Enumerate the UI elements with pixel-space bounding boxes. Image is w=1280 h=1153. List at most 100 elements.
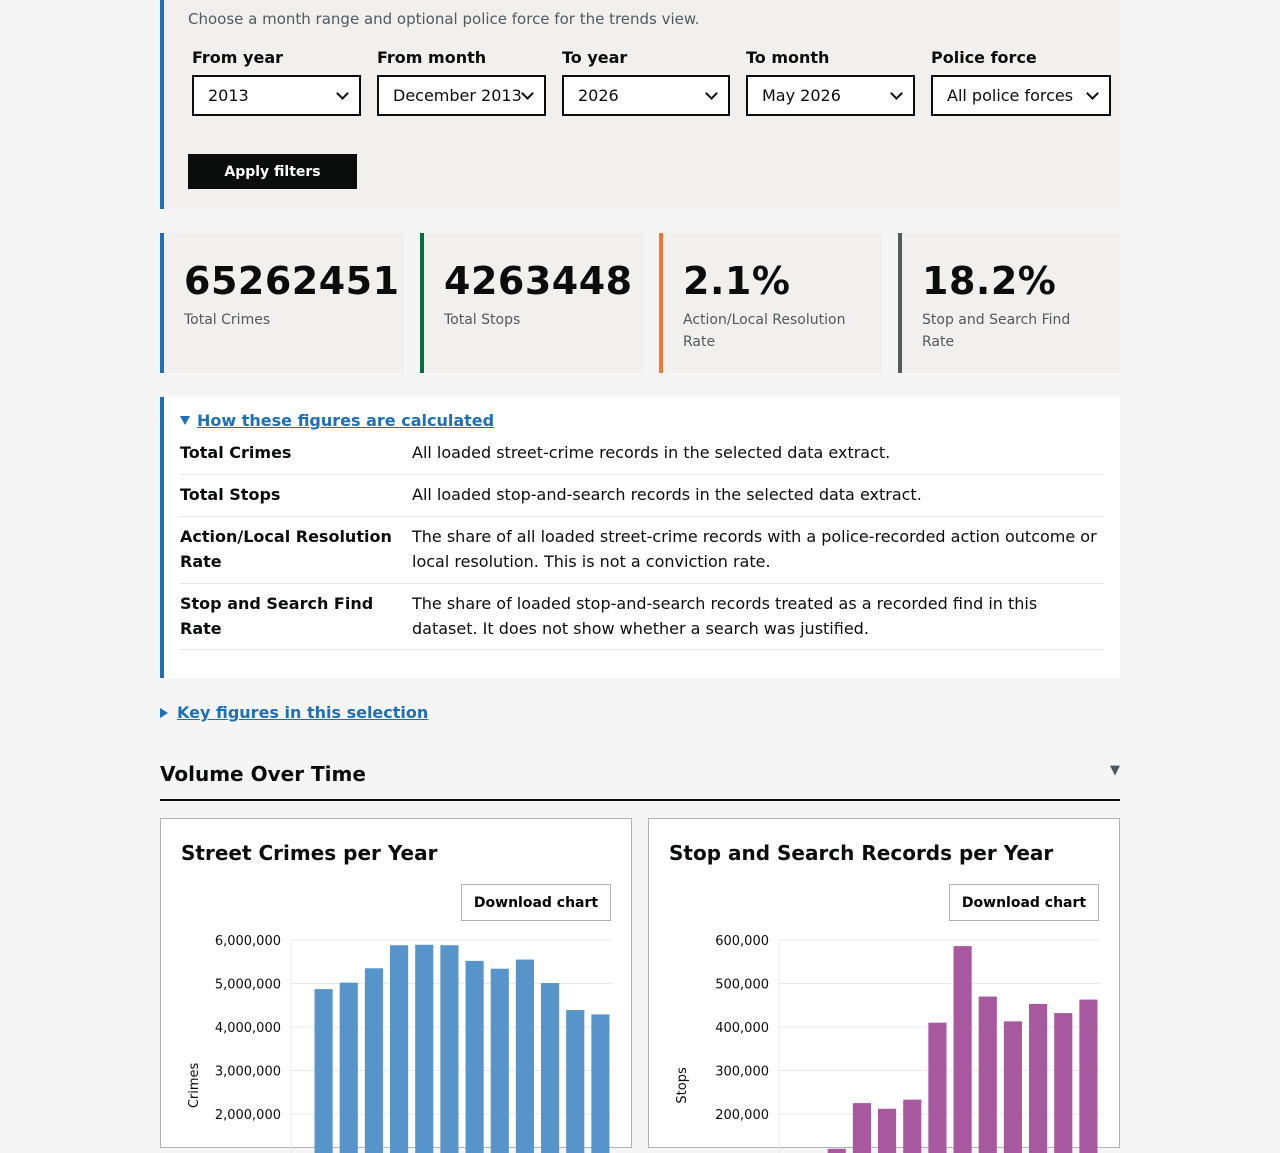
from-year-field: From year 2013 [192,48,361,116]
key-figures-toggle[interactable]: Key figures in this selection [160,703,428,722]
kpi-value: 4263448 [444,259,633,303]
police-force-value: All police forces [947,86,1074,105]
kpi-value: 18.2% [922,259,1057,303]
bar[interactable] [415,944,434,1153]
kpi-label: Action/Local Resolution Rate [683,312,846,350]
chart-title: Stop and Search Records per Year [669,841,1054,865]
from-month-label: From month [377,48,487,67]
stop-search-chart: 600,000 500,000 400,000 300,000 200,000 Stops [675,934,1101,1153]
police-force-label: Police force [931,48,1037,67]
bar[interactable] [827,1148,846,1153]
bar[interactable] [566,1010,585,1153]
kpi-card-total-crimes: 65262451 Total Crimes [160,233,404,373]
definition-row: Total Crimes All loaded street-crime rec… [180,440,1104,475]
download-chart-button[interactable]: Download chart [949,884,1099,921]
filter-intro: Choose a month range and optional police… [188,10,700,28]
definition-term: Total Stops [180,485,281,504]
bar[interactable] [852,1103,871,1153]
apply-filters-button[interactable]: Apply filters [188,154,357,189]
details-summary-label: How these figures are calculated [197,411,495,430]
bar[interactable] [440,945,459,1153]
to-year-label: To year [562,48,628,67]
from-year-value: 2013 [208,86,249,105]
bar[interactable] [928,1022,947,1153]
y-tick-label: 300,000 [715,1065,769,1080]
kpi-value: 65262451 [184,259,400,303]
details-summary-toggle[interactable]: How these figures are calculated [180,411,494,430]
kpi-label: Total Crimes [184,312,271,328]
y-tick-label: 400,000 [715,1021,769,1036]
kpi-label: Stop and Search Find Rate [922,312,1071,350]
bar[interactable] [1054,1013,1073,1153]
chevron-down-icon [890,87,903,100]
download-chart-button[interactable]: Download chart [461,884,611,921]
chevron-down-icon [336,87,349,100]
definition-term: Action/Local Resolution Rate [180,527,392,571]
chart-card-stop-search: Stop and Search Records per Year Downloa… [648,818,1120,1153]
definition-description: All loaded street-crime records in the s… [412,443,891,462]
to-month-label: To month [746,48,830,67]
bar[interactable] [515,959,534,1153]
to-month-value: May 2026 [762,86,841,105]
y-tick-label: 2,000,000 [215,1108,281,1123]
y-tick-label: 500,000 [715,978,769,993]
y-tick-label: 5,000,000 [215,978,281,993]
bar[interactable] [490,968,509,1153]
to-month-select[interactable]: May 2026 [746,75,915,116]
chart-title: Street Crimes per Year [181,841,438,865]
street-crimes-chart: 6,000,000 5,000,000 4,000,000 3,000,000 2,00… [187,934,613,1153]
chevron-down-icon [705,87,718,100]
bar[interactable] [591,1014,610,1153]
kpi-value: 2.1% [683,259,791,303]
bar[interactable] [953,946,972,1153]
police-force-field: Police force All police forces [931,48,1111,116]
bar[interactable] [541,983,560,1153]
section-divider [160,799,1120,801]
y-tick-label: 600,000 [715,934,769,949]
from-month-select[interactable]: December 2013 [377,75,546,116]
triangle-down-icon [180,416,190,425]
to-year-select[interactable]: 2026 [562,75,730,116]
to-month-field: To month May 2026 [746,48,915,116]
bar[interactable] [1029,1003,1048,1153]
to-year-field: To year 2026 [562,48,730,116]
kpi-card-resolution-rate: 2.1% Action/Local Resolution Rate [659,233,882,373]
from-year-select[interactable]: 2013 [192,75,361,116]
filter-panel: Choose a month range and optional police… [160,0,1120,209]
definition-row: Total Stops All loaded stop-and-search r… [180,482,1104,517]
definition-row: Stop and Search Find Rate The share of l… [180,591,1104,650]
bar[interactable] [364,968,383,1153]
kpi-card-find-rate: 18.2% Stop and Search Find Rate [898,233,1120,373]
bar[interactable] [878,1108,897,1153]
chart-card-street-crimes: Street Crimes per Year Download chart 6,… [160,818,632,1153]
key-figures-label: Key figures in this selection [177,703,429,722]
bar[interactable] [1079,999,1098,1153]
y-tick-label: 6,000,000 [215,934,281,949]
definition-term: Stop and Search Find Rate [180,594,374,638]
y-axis-title: Stops [675,1067,690,1104]
from-month-value: December 2013 [393,86,522,105]
bar[interactable] [339,982,358,1153]
section-title: Volume Over Time [160,762,366,786]
from-year-label: From year [192,48,283,67]
bar[interactable] [1003,1021,1022,1153]
to-year-value: 2026 [578,86,619,105]
definition-description: The share of all loaded street-crime rec… [412,527,1097,571]
kpi-label: Total Stops [444,312,521,328]
definition-term: Total Crimes [180,443,292,462]
definition-row: Action/Local Resolution Rate The share o… [180,524,1104,584]
y-tick-label: 3,000,000 [215,1065,281,1080]
bar[interactable] [390,945,409,1153]
section-collapse-icon[interactable]: ▼ [1110,763,1120,778]
bar[interactable] [903,1099,922,1153]
triangle-right-icon [160,707,168,718]
police-force-select[interactable]: All police forces [931,75,1111,116]
y-tick-label: 4,000,000 [215,1021,281,1036]
definition-description: The share of loaded stop-and-search reco… [412,594,1038,638]
bar[interactable] [314,989,333,1153]
bar[interactable] [465,960,484,1153]
chevron-down-icon [521,87,534,100]
kpi-card-total-stops: 4263448 Total Stops [420,233,643,373]
bar[interactable] [978,996,997,1153]
definition-description: All loaded stop-and-search records in th… [412,485,922,504]
